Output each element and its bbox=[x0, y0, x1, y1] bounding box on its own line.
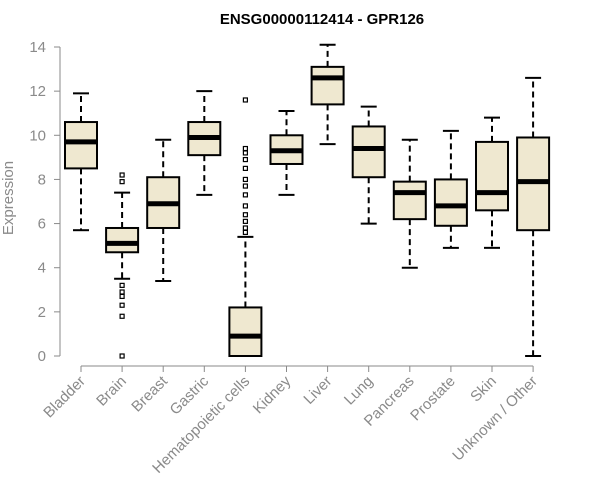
outlier-point bbox=[242, 203, 248, 209]
outlier-point bbox=[242, 212, 248, 218]
y-axis: 0 2 4 6 8 10 12 14 bbox=[29, 39, 61, 365]
x-tick-label: Brain bbox=[93, 373, 130, 410]
box-series bbox=[64, 43, 551, 359]
iqr-box bbox=[310, 65, 345, 106]
y-tick-label: 2 bbox=[38, 304, 46, 321]
outlier-point bbox=[242, 156, 248, 163]
box-breast bbox=[146, 138, 181, 282]
outlier-point bbox=[242, 150, 248, 156]
outlier-point bbox=[119, 302, 125, 308]
box-hematopoietic-cells bbox=[228, 97, 263, 358]
outlier-point bbox=[242, 145, 248, 152]
outlier-point bbox=[242, 225, 248, 231]
y-tick-label: 14 bbox=[29, 39, 46, 56]
outlier-point bbox=[242, 192, 248, 198]
box-skin bbox=[475, 116, 509, 249]
x-tick-label: Breast bbox=[128, 372, 171, 415]
x-tick-label: Lung bbox=[341, 373, 377, 409]
outlier-point bbox=[242, 97, 248, 103]
outlier-point bbox=[242, 218, 248, 224]
iqr-box bbox=[228, 306, 263, 358]
outlier-point bbox=[119, 289, 125, 295]
chart-title: ENSG00000112414 - GPR126 bbox=[220, 11, 424, 28]
outlier-point bbox=[119, 172, 125, 178]
box-lung bbox=[351, 105, 386, 225]
iqr-box bbox=[392, 180, 427, 221]
outlier-point bbox=[242, 176, 248, 183]
x-tick-label: Skin bbox=[467, 373, 500, 406]
outlier-point bbox=[119, 282, 125, 288]
outlier-point bbox=[242, 165, 248, 171]
y-tick-label: 4 bbox=[38, 260, 46, 277]
x-tick-label: Prostate bbox=[407, 373, 459, 425]
iqr-box bbox=[475, 140, 509, 212]
outlier-point bbox=[119, 179, 125, 185]
iqr-box bbox=[351, 125, 386, 179]
y-tick-label: 0 bbox=[38, 348, 46, 365]
iqr-box bbox=[105, 226, 140, 254]
y-tick-label: 6 bbox=[38, 216, 46, 233]
y-tick-label: 10 bbox=[29, 127, 46, 144]
box-pancreas bbox=[392, 138, 427, 269]
box-prostate bbox=[433, 129, 468, 249]
y-axis-label: Expression bbox=[0, 161, 17, 235]
outlier-point bbox=[119, 293, 125, 300]
box-brain bbox=[105, 172, 140, 359]
outlier-point bbox=[242, 229, 248, 235]
box-liver bbox=[310, 43, 345, 146]
box-bladder bbox=[64, 92, 98, 232]
x-tick-label: Liver bbox=[300, 373, 335, 408]
y-tick-label: 12 bbox=[29, 83, 46, 100]
outlier-point bbox=[119, 353, 125, 359]
box-unknown-other bbox=[516, 76, 551, 357]
x-tick-label: Kidney bbox=[250, 372, 295, 417]
box-gastric bbox=[187, 90, 222, 196]
outlier-point bbox=[119, 313, 125, 319]
box-kidney bbox=[269, 110, 304, 196]
x-tick-label: Bladder bbox=[40, 373, 89, 422]
iqr-box bbox=[64, 121, 98, 170]
y-tick-label: 8 bbox=[38, 171, 46, 188]
outlier-point bbox=[242, 183, 248, 189]
iqr-box bbox=[433, 178, 468, 227]
